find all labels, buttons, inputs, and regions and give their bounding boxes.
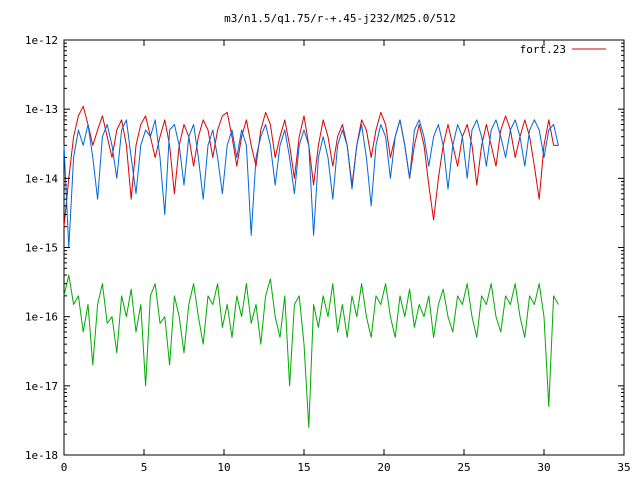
series-layer (63, 105, 559, 428)
axis-ticks (63, 39, 625, 456)
legend: fort.23 (520, 43, 606, 56)
y-tick-label-5: 1e-17 (25, 380, 58, 393)
x-tick-label-1: 5 (141, 461, 148, 474)
x-tick-label-2: 10 (217, 461, 230, 474)
axis-tick-labels: 0 5 10 15 20 25 30 35 1e-12 1e-13 1e-14 1e-15 1e-16 1… (25, 34, 631, 474)
y-tick-label-6: 1e-18 (25, 449, 58, 462)
legend-label-0: fort.23 (520, 43, 566, 56)
y-tick-label-4: 1e-16 (25, 311, 58, 324)
series-line-0 (63, 105, 559, 227)
plot-frame (63, 39, 625, 456)
series-line-1 (63, 119, 559, 248)
x-tick-label-0: 0 (61, 461, 68, 474)
y-tick-label-0: 1e-12 (25, 34, 58, 47)
y-tick-label-3: 1e-15 (25, 242, 58, 255)
y-tick-label-1: 1e-13 (25, 103, 58, 116)
x-tick-label-4: 20 (377, 461, 390, 474)
series-line-2 (63, 274, 559, 428)
x-tick-label-5: 25 (457, 461, 470, 474)
x-tick-label-7: 35 (617, 461, 630, 474)
x-tick-label-6: 30 (537, 461, 550, 474)
y-tick-label-2: 1e-14 (25, 172, 58, 185)
chart-title: m3/n1.5/q1.75/r-+.45-j232/M25.0/512 (224, 12, 456, 25)
x-tick-label-3: 15 (297, 461, 310, 474)
